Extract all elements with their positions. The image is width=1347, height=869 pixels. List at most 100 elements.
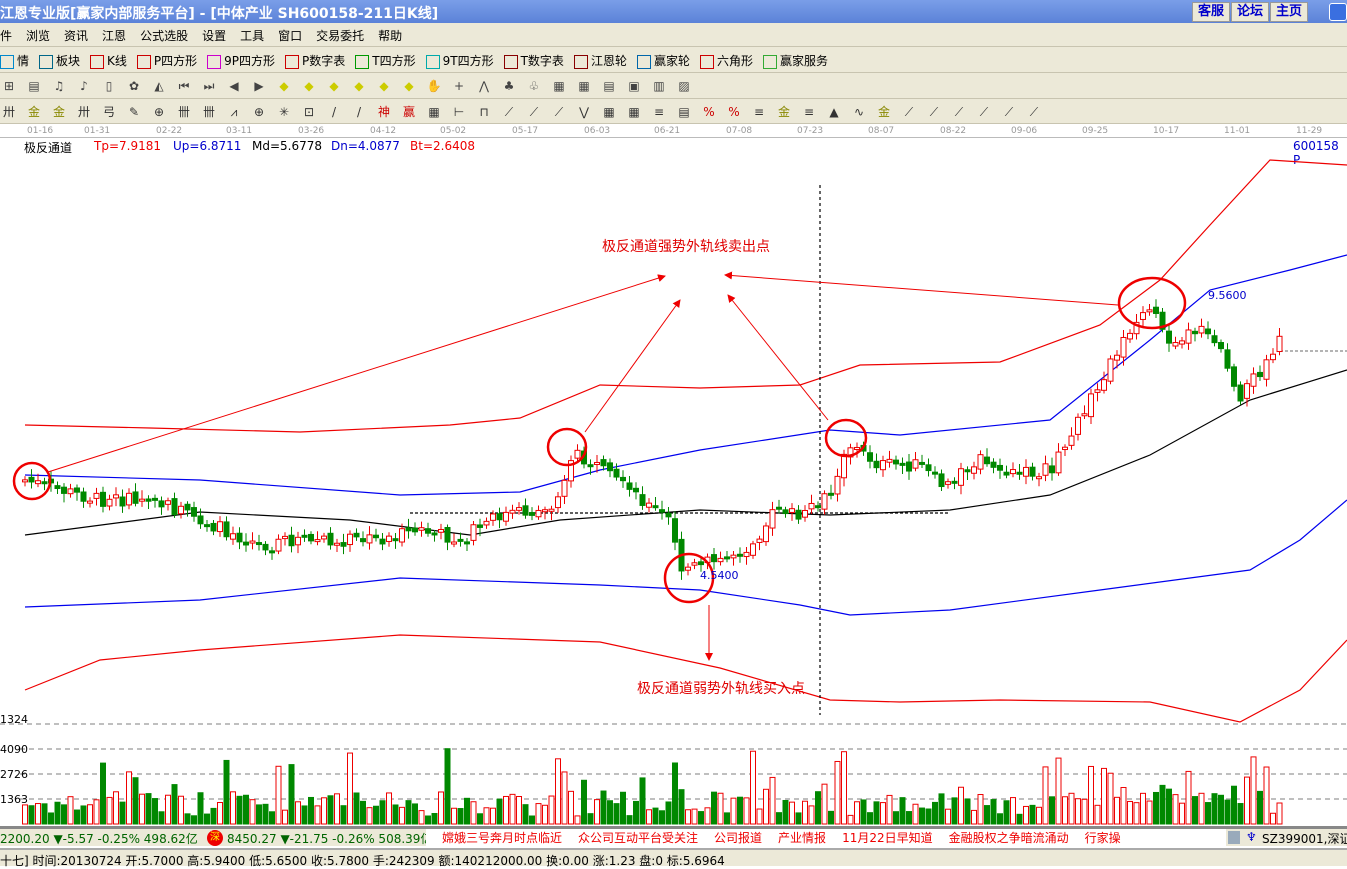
- draw-tool-icon[interactable]: 卅: [2, 105, 15, 119]
- news-item[interactable]: 公司报道: [714, 831, 763, 845]
- draw-tool-icon[interactable]: ⋁: [579, 105, 589, 119]
- nav-tool-icon[interactable]: ⋀: [479, 79, 489, 93]
- nav-tool-icon[interactable]: ⏭: [203, 79, 215, 93]
- forum-button[interactable]: 论坛: [1231, 2, 1269, 22]
- toolbar-button[interactable]: T四方形: [355, 52, 416, 69]
- draw-tool-icon[interactable]: ⊕: [253, 105, 265, 119]
- nav-tool-icon[interactable]: ◭: [154, 79, 164, 93]
- nav-tool-icon[interactable]: ◆: [379, 79, 389, 93]
- nav-tool-icon[interactable]: ▤: [603, 79, 615, 93]
- kline-chart[interactable]: [0, 154, 1347, 826]
- draw-tool-icon[interactable]: ⊢: [453, 105, 465, 119]
- menu-item[interactable]: 交易委托: [316, 29, 365, 43]
- draw-tool-icon[interactable]: 卅: [77, 105, 90, 119]
- news-item[interactable]: 金融股权之争暗流涌动: [948, 831, 1069, 845]
- draw-tool-icon[interactable]: ⟋: [954, 105, 964, 119]
- toolbar-button[interactable]: 赢家服务: [762, 52, 828, 69]
- draw-tool-icon[interactable]: ⊓: [479, 105, 489, 119]
- nav-tool-icon[interactable]: ♪: [80, 79, 88, 93]
- draw-tool-icon[interactable]: ∿: [853, 105, 865, 119]
- nav-tool-icon[interactable]: ▣: [628, 79, 640, 93]
- menu-item[interactable]: 件: [0, 29, 13, 43]
- draw-tool-icon[interactable]: 金: [777, 105, 790, 119]
- draw-tool-icon[interactable]: 卌: [177, 105, 190, 119]
- toolbar-button[interactable]: P四方形: [136, 52, 197, 69]
- draw-tool-icon[interactable]: 金: [877, 105, 890, 119]
- nav-tool-icon[interactable]: ⊞: [3, 79, 15, 93]
- draw-tool-icon[interactable]: ▲: [829, 105, 839, 119]
- draw-tool-icon[interactable]: %: [728, 105, 740, 119]
- nav-tool-icon[interactable]: ⏮: [178, 79, 190, 93]
- draw-tool-icon[interactable]: ✳: [278, 105, 290, 119]
- news-scroller[interactable]: 嫦娥三号奔月时点临近 众公司互动平台受关注 公司报道 产业情报 11月22日早知道 金融股…: [426, 829, 1226, 846]
- nav-tool-icon[interactable]: +: [453, 79, 465, 93]
- nav-tool-icon[interactable]: ✿: [128, 79, 140, 93]
- draw-tool-icon[interactable]: ⊡: [303, 105, 315, 119]
- news-item[interactable]: 11月22日早知道: [842, 831, 933, 845]
- menu-item[interactable]: 窗口: [278, 29, 303, 43]
- draw-tool-icon[interactable]: %: [703, 105, 715, 119]
- news-item[interactable]: 产业情报: [778, 831, 827, 845]
- menu-item[interactable]: 设置: [202, 29, 227, 43]
- draw-tool-icon[interactable]: ≡: [753, 105, 765, 119]
- news-item[interactable]: 众公司互动平台受关注: [578, 831, 699, 845]
- menu-item[interactable]: 工具: [240, 29, 265, 43]
- nav-tool-icon[interactable]: ▦: [553, 79, 565, 93]
- nav-tool-icon[interactable]: ♣: [503, 79, 515, 93]
- draw-tool-icon[interactable]: ⟋: [1004, 105, 1014, 119]
- draw-tool-icon[interactable]: ≡: [803, 105, 815, 119]
- nav-tool-icon[interactable]: ▦: [578, 79, 590, 93]
- toolbar-button[interactable]: 赢家轮: [636, 52, 690, 69]
- draw-tool-icon[interactable]: ⟋: [979, 105, 989, 119]
- draw-tool-icon[interactable]: ▦: [428, 105, 440, 119]
- nav-tool-icon[interactable]: ♧: [528, 79, 540, 93]
- draw-tool-icon[interactable]: ⟋: [554, 105, 564, 119]
- menu-item[interactable]: 资讯: [64, 29, 89, 43]
- toolbar-button[interactable]: 9T四方形: [425, 52, 494, 69]
- menu-item[interactable]: 浏览: [26, 29, 51, 43]
- news-item[interactable]: 嫦娥三号奔月时点临近: [442, 831, 563, 845]
- toolbar-button[interactable]: P数字表: [285, 52, 345, 69]
- toolbar-button[interactable]: 情: [0, 52, 29, 69]
- draw-tool-icon[interactable]: /: [331, 105, 337, 119]
- nav-tool-icon[interactable]: ♫: [53, 79, 65, 93]
- nav-tool-icon[interactable]: ✋: [426, 79, 442, 93]
- customer-service-button[interactable]: 客服: [1192, 2, 1230, 22]
- nav-tool-icon[interactable]: ◆: [279, 79, 289, 93]
- draw-tool-icon[interactable]: /: [356, 105, 362, 119]
- nav-tool-icon[interactable]: ◆: [354, 79, 364, 93]
- draw-tool-icon[interactable]: 弓: [102, 105, 115, 119]
- draw-tool-icon[interactable]: ⟋: [1029, 105, 1039, 119]
- homepage-button[interactable]: 主页: [1270, 2, 1308, 22]
- toolbar-button[interactable]: 9P四方形: [207, 52, 275, 69]
- nav-tool-icon[interactable]: ◆: [329, 79, 339, 93]
- draw-tool-icon[interactable]: ✎: [128, 105, 140, 119]
- draw-tool-icon[interactable]: ▤: [678, 105, 690, 119]
- nav-tool-icon[interactable]: ◀: [229, 79, 239, 93]
- draw-tool-icon[interactable]: ⩘: [230, 105, 238, 119]
- nav-tool-icon[interactable]: ▥: [653, 79, 665, 93]
- nav-tool-icon[interactable]: ◆: [404, 79, 414, 93]
- nav-tool-icon[interactable]: ▤: [28, 79, 40, 93]
- toolbar-button[interactable]: 江恩轮: [573, 52, 627, 69]
- scroll-arrows[interactable]: [1228, 831, 1240, 844]
- draw-tool-icon[interactable]: ▦: [628, 105, 640, 119]
- toolbar-button[interactable]: 六角形: [699, 52, 753, 69]
- draw-tool-icon[interactable]: ⟋: [529, 105, 539, 119]
- nav-tool-icon[interactable]: ▶: [254, 79, 264, 93]
- draw-tool-icon[interactable]: ⟋: [929, 105, 939, 119]
- toolbar-button[interactable]: K线: [90, 52, 127, 69]
- draw-tool-icon[interactable]: ⟋: [504, 105, 514, 119]
- nav-tool-icon[interactable]: ◆: [304, 79, 314, 93]
- draw-tool-icon[interactable]: ▦: [603, 105, 615, 119]
- menu-item[interactable]: 公式选股: [140, 29, 189, 43]
- draw-tool-icon[interactable]: 卌: [202, 105, 215, 119]
- news-item[interactable]: 行家操: [1084, 831, 1121, 845]
- minimize-button[interactable]: [1329, 3, 1347, 21]
- draw-tool-icon[interactable]: 赢: [402, 105, 415, 119]
- draw-tool-icon[interactable]: 神: [377, 105, 390, 119]
- draw-tool-icon[interactable]: 金: [52, 105, 65, 119]
- draw-tool-icon[interactable]: 金: [27, 105, 40, 119]
- menu-item[interactable]: 帮助: [378, 29, 403, 43]
- nav-tool-icon[interactable]: ▯: [105, 79, 113, 93]
